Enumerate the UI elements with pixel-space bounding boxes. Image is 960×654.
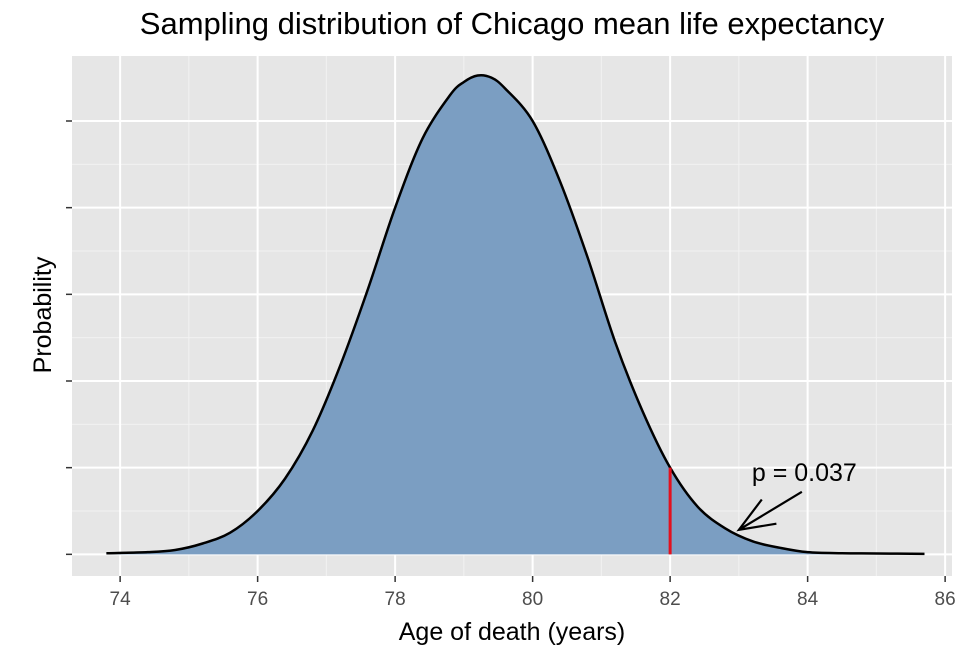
x-axis-label: Age of death (years): [399, 618, 626, 646]
y-axis-ticks: [66, 120, 72, 556]
p-value-annotation: p = 0.037: [752, 459, 857, 487]
x-tick-label: 86: [935, 589, 956, 610]
x-tick-label: 84: [797, 589, 819, 610]
x-tick-label: 82: [660, 589, 681, 610]
density-curve: [106, 73, 925, 556]
p-value-arrow: [736, 490, 803, 532]
x-tick-label: 76: [247, 589, 268, 610]
x-tick-label: 80: [522, 589, 543, 610]
chart-title: Sampling distribution of Chicago mean li…: [140, 6, 885, 41]
x-tick-label: 74: [110, 589, 132, 610]
y-axis-label: Probability: [29, 256, 57, 373]
x-axis-ticks: 74 76 78 80 82 84 86: [110, 576, 956, 610]
x-tick-label: 78: [385, 589, 406, 610]
